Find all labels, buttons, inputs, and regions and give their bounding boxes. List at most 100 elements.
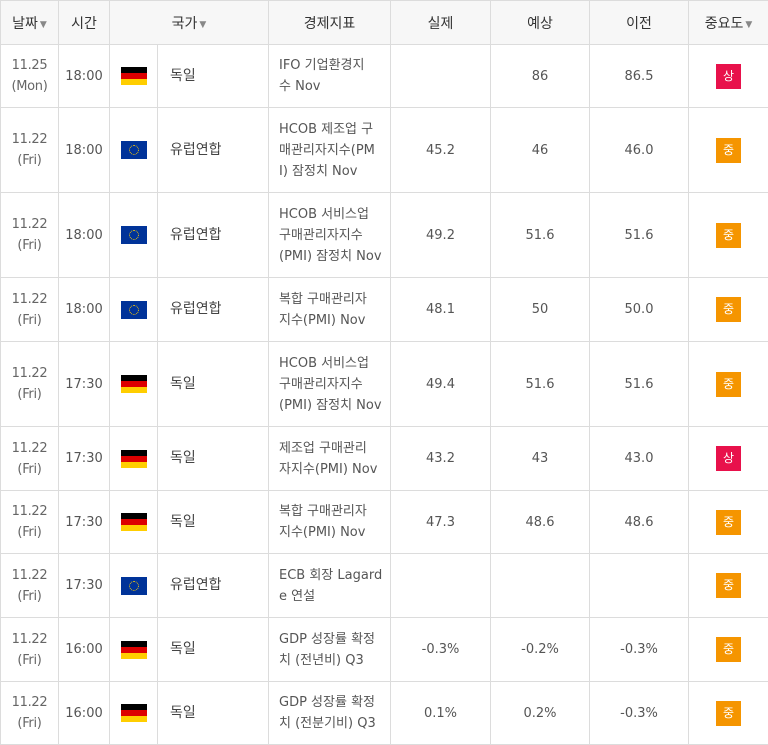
importance-badge[interactable]: 중 <box>716 573 741 598</box>
importance-badge[interactable]: 상 <box>716 446 741 471</box>
indicator-line: 매관리자지수(PM <box>279 142 375 158</box>
previous-column-header: 이전 <box>589 0 689 45</box>
table-row[interactable]: 11.22 (Fri) 17:30 독일 HCOB 서비스업 구매관리자지수 (PMI) 잠… <box>0 341 768 427</box>
indicator-line: 복합 구매관리자 <box>279 504 367 519</box>
indicator-line: (PMI) 잠정치 Nov <box>279 248 382 264</box>
importance-badge[interactable]: 중 <box>716 137 741 163</box>
date-day: 11.22 <box>11 217 48 232</box>
importance-cell: 중 <box>688 490 768 554</box>
forecast-cell: 46 <box>490 107 590 193</box>
table-row[interactable]: 11.25 (Mon) 18:00 독일 IFO 기업환경지 수 Nov 86 86.5 상 <box>0 44 768 108</box>
table-row[interactable]: 11.22 (Fri) 16:00 독일 GDP 성장률 확정 치 (전분기비) Q3 0.… <box>0 681 768 745</box>
indicator-cell[interactable]: ECB 회장 Lagard e 연설 <box>268 553 391 618</box>
table-row[interactable]: 11.22 (Fri) 17:30 독일 복합 구매관리자 지수(PMI) Nov 47.3… <box>0 490 768 554</box>
time-column-header: 시간 <box>58 0 110 45</box>
importance-column-header[interactable]: 중요도 ▼ <box>688 0 768 45</box>
germany-flag-icon <box>120 704 147 722</box>
indicator-column-header: 경제지표 <box>268 0 391 45</box>
indicator-cell[interactable]: IFO 기업환경지 수 Nov <box>268 44 391 108</box>
forecast-cell: 86 <box>490 44 590 108</box>
importance-badge[interactable]: 중 <box>716 509 741 535</box>
importance-badge[interactable]: 중 <box>716 371 741 397</box>
forecast-cell <box>490 553 590 618</box>
forecast-cell: 48.6 <box>490 490 590 554</box>
time-cell: 16:00 <box>58 617 110 682</box>
flag-cell <box>109 681 158 745</box>
indicator-line: 구매관리자지수 <box>279 227 363 243</box>
country-column-header[interactable]: 국가 ▼ <box>109 0 269 45</box>
indicator-cell[interactable]: 복합 구매관리자 지수(PMI) Nov <box>268 490 391 554</box>
indicator-cell[interactable]: HCOB 서비스업 구매관리자지수 (PMI) 잠정치 Nov <box>268 192 391 278</box>
flag-cell <box>109 553 158 618</box>
indicator-line: I) 잠정치 Nov <box>279 163 358 179</box>
importance-badge[interactable]: 상 <box>716 63 741 89</box>
germany-flag-icon <box>120 513 147 531</box>
table-row[interactable]: 11.22 (Fri) 18:00 유럽연합 HCOB 제조업 구 매관리자지수(PM I)… <box>0 107 768 193</box>
importance-cell: 중 <box>688 553 768 618</box>
indicator-cell[interactable]: 복합 구매관리자 지수(PMI) Nov <box>268 277 391 342</box>
indicator-line: HCOB 제조업 구 <box>279 121 374 137</box>
actual-cell <box>390 44 491 108</box>
date-cell: 11.22 (Fri) <box>0 192 59 278</box>
date-weekday: (Mon) <box>11 79 48 94</box>
date-column-header[interactable]: 날짜 ▼ <box>0 0 59 45</box>
germany-flag-icon <box>120 67 147 85</box>
importance-badge[interactable]: 중 <box>716 222 741 248</box>
date-day: 11.22 <box>11 132 48 147</box>
table-row[interactable]: 11.22 (Fri) 18:00 유럽연합 HCOB 서비스업 구매관리자지수 (PMI)… <box>0 192 768 278</box>
germany-flag-icon <box>120 640 147 659</box>
country-cell: 유럽연합 <box>157 192 269 278</box>
actual-cell: 45.2 <box>390 107 491 193</box>
indicator-line: HCOB 서비스업 <box>279 355 369 371</box>
table-row[interactable]: 11.22 (Fri) 17:30 독일 제조업 구매관리 자지수(PMI) Nov 43.… <box>0 426 768 491</box>
time-cell: 18:00 <box>58 44 110 108</box>
indicator-cell[interactable]: GDP 성장률 확정 치 (전분기비) Q3 <box>268 681 391 745</box>
previous-cell: -0.3% <box>589 681 689 745</box>
previous-cell: 51.6 <box>589 341 689 427</box>
forecast-cell: 51.6 <box>490 192 590 278</box>
flag-cell <box>109 341 158 427</box>
actual-cell: 0.1% <box>390 681 491 745</box>
actual-column-header: 실제 <box>390 0 491 45</box>
country-cell: 유럽연합 <box>157 277 269 342</box>
importance-badge[interactable]: 중 <box>716 700 741 726</box>
flag-cell <box>109 107 158 193</box>
date-cell: 11.22 (Fri) <box>0 277 59 342</box>
importance-cell: 중 <box>688 107 768 193</box>
date-cell: 11.22 (Fri) <box>0 426 59 491</box>
date-cell: 11.22 (Fri) <box>0 490 59 554</box>
date-day: 11.22 <box>11 366 48 381</box>
importance-badge[interactable]: 중 <box>716 637 741 662</box>
importance-badge[interactable]: 중 <box>716 297 741 322</box>
indicator-line: 복합 구매관리자 <box>279 291 367 307</box>
indicator-cell[interactable]: HCOB 서비스업 구매관리자지수 (PMI) 잠정치 Nov <box>268 341 391 427</box>
indicator-cell[interactable]: 제조업 구매관리 자지수(PMI) Nov <box>268 426 391 491</box>
date-day: 11.22 <box>11 504 48 519</box>
date-day: 11.22 <box>11 631 48 647</box>
indicator-cell[interactable]: GDP 성장률 확정 치 (전년비) Q3 <box>268 617 391 682</box>
indicator-line: ECB 회장 Lagard <box>279 567 383 583</box>
table-row[interactable]: 11.22 (Fri) 17:30 유럽연합 ECB 회장 Lagard e 연설 중 <box>0 553 768 618</box>
flag-cell <box>109 490 158 554</box>
time-cell: 17:30 <box>58 341 110 427</box>
indicator-line: (PMI) 잠정치 Nov <box>279 397 382 413</box>
date-day: 11.22 <box>11 291 48 307</box>
germany-flag-icon <box>120 449 147 468</box>
actual-cell: 49.4 <box>390 341 491 427</box>
date-weekday: (Fri) <box>17 525 42 540</box>
previous-cell: 46.0 <box>589 107 689 193</box>
actual-cell: 48.1 <box>390 277 491 342</box>
actual-cell: 49.2 <box>390 192 491 278</box>
indicator-line: e 연설 <box>279 588 316 604</box>
date-weekday: (Fri) <box>17 387 42 402</box>
sort-down-icon: ▼ <box>199 19 207 30</box>
flag-cell <box>109 426 158 491</box>
date-day: 11.25 <box>11 58 48 73</box>
table-row[interactable]: 11.22 (Fri) 18:00 유럽연합 복합 구매관리자 지수(PMI) Nov 48… <box>0 277 768 342</box>
date-cell: 11.22 (Fri) <box>0 341 59 427</box>
sort-down-icon: ▼ <box>39 19 47 30</box>
forecast-cell: 43 <box>490 426 590 491</box>
table-row[interactable]: 11.22 (Fri) 16:00 독일 GDP 성장률 확정 치 (전년비) Q3 -0.… <box>0 617 768 682</box>
